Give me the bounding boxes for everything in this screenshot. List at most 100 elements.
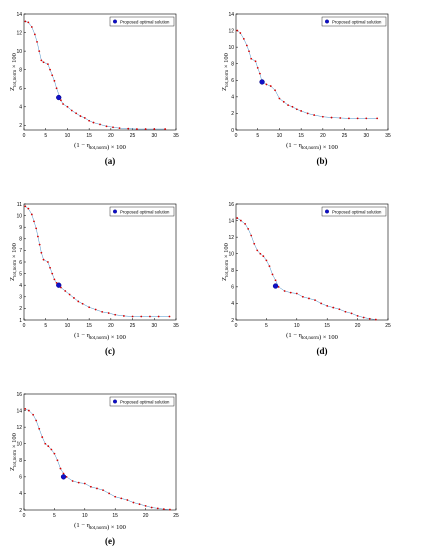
- pareto-point: [339, 117, 342, 119]
- pareto-point: [51, 272, 54, 275]
- y-tick-label: 2: [19, 123, 22, 129]
- x-tick-label: 25: [342, 133, 348, 139]
- y-tick-label: 8: [19, 237, 22, 243]
- x-tick-label: 25: [130, 323, 136, 329]
- y-tick-label: 8: [19, 458, 22, 464]
- pareto-point: [244, 222, 247, 225]
- y-tick-label: 4: [231, 95, 234, 101]
- pareto-point: [338, 308, 341, 311]
- x-tick-label: 35: [173, 133, 179, 139]
- pareto-point: [236, 217, 239, 219]
- pareto-point: [157, 315, 160, 318]
- y-tick-label: 4: [19, 491, 22, 497]
- y-tick-label: 4: [19, 283, 22, 289]
- pareto-point: [55, 87, 58, 90]
- y-tick-label: 14: [16, 408, 22, 414]
- pareto-front-line: [25, 21, 166, 130]
- x-axis-label: (1 − ηtot,norm) × 100: [286, 142, 338, 151]
- y-tick-label: 11: [17, 202, 22, 208]
- pareto-point: [59, 467, 62, 470]
- pareto-point: [32, 413, 35, 416]
- y-tick-label: 6: [19, 86, 22, 92]
- y-tick-label: 14: [228, 218, 234, 224]
- y-tick-label: 16: [228, 202, 234, 208]
- pareto-point: [38, 50, 41, 53]
- y-tick-label: 2: [19, 306, 22, 312]
- y-axis-label: Ztot,norm × 100: [221, 243, 230, 281]
- x-tick-label: 25: [385, 323, 391, 329]
- x-tick-label: 20: [143, 513, 149, 519]
- y-tick-label: 12: [16, 30, 22, 36]
- pareto-point: [344, 310, 347, 313]
- pareto-point: [64, 290, 67, 292]
- pareto-point: [49, 266, 51, 269]
- x-tick-label: 5: [44, 323, 47, 329]
- pareto-point: [356, 117, 359, 120]
- pareto-point: [136, 128, 138, 130]
- plot-frame: [235, 203, 389, 321]
- pareto-point: [36, 40, 38, 43]
- pareto-point: [314, 299, 316, 302]
- y-tick-label: 0: [231, 128, 234, 134]
- chart-b-svg: 0 5 10 15 20 25 30 35 0 2 4 6 8 10 12 14 (1 − ηtot,norm)…: [221, 12, 391, 151]
- pareto-point: [27, 207, 30, 210]
- x-tick-label: 25: [130, 133, 136, 139]
- y-tick-label: 14: [228, 12, 234, 18]
- legend-label: Proposed optimal solution: [120, 399, 170, 404]
- pareto-point: [40, 251, 43, 254]
- pareto-point: [53, 79, 56, 82]
- chart-d-caption: (d): [316, 346, 328, 356]
- pareto-point: [245, 44, 248, 47]
- y-axis-label: Ztot,norm × 100: [9, 433, 18, 471]
- pareto-point: [144, 128, 147, 130]
- x-tick-label: 0: [23, 323, 26, 329]
- pareto-point: [101, 310, 104, 313]
- chart-panel-d: 0 5 10 15 20 25 2 4 6 8 10 12 14 16 (1 − ηtot,norm) × …: [221, 198, 422, 358]
- pareto-point: [112, 126, 114, 129]
- pareto-point: [259, 252, 262, 255]
- legend-marker-icon: [112, 19, 117, 24]
- pareto-point: [60, 99, 62, 102]
- pareto-point: [368, 317, 371, 320]
- chart-a-caption: (a): [104, 156, 116, 166]
- pareto-point: [53, 278, 56, 281]
- y-tick-label: 4: [231, 301, 234, 307]
- chart-panel-b: 0 5 10 15 20 25 30 35 0 2 4 6 8 10 12 14 (1 − ηtot,norm)…: [221, 8, 422, 168]
- optimal-solution-marker: [60, 474, 67, 480]
- x-tick-label: 30: [364, 133, 370, 139]
- pareto-point: [168, 315, 171, 318]
- y-tick-label: 10: [228, 252, 234, 258]
- chart-c-svg: 0 5 10 15 20 25 30 35 1 2 3 4 5 6 7 8 9 10 11 (1 − ηtot,nor…: [9, 202, 179, 341]
- chart-b-caption: (b): [316, 156, 328, 166]
- pareto-point: [313, 114, 316, 116]
- x-tick-label: 20: [355, 323, 361, 329]
- pareto-point: [120, 497, 123, 500]
- pareto-point: [236, 29, 239, 32]
- plot-frame: [235, 13, 389, 131]
- x-tick-label: 30: [152, 323, 158, 329]
- chart-a-svg: 0 5 10 15 20 25 30 35 2 4 6 8 10 12 14 (1 − ηtot,norm) …: [9, 12, 179, 151]
- legend-marker-icon: [112, 209, 117, 214]
- pareto-point: [265, 259, 268, 262]
- pareto-point: [89, 485, 92, 488]
- y-tick-label: 16: [16, 392, 22, 398]
- plot-frame: [23, 203, 177, 321]
- pareto-point: [50, 448, 53, 451]
- pareto-point: [321, 115, 324, 118]
- pareto-point: [62, 472, 65, 475]
- y-tick-label: 4: [19, 105, 22, 111]
- pareto-point: [107, 312, 110, 314]
- pareto-point: [27, 409, 30, 412]
- legend-box: [109, 396, 175, 407]
- legend-box: [321, 16, 387, 27]
- pareto-point: [83, 117, 86, 119]
- pareto-point: [268, 265, 271, 268]
- y-tick-label: 2: [231, 111, 234, 117]
- pareto-point: [38, 243, 41, 246]
- legend-label: Proposed optimal solution: [332, 19, 382, 24]
- pareto-point: [70, 109, 73, 112]
- y-tick-label: 6: [19, 475, 22, 481]
- legend-marker-icon: [324, 19, 329, 24]
- y-tick-label: 5: [19, 271, 22, 277]
- pareto-point: [41, 436, 44, 438]
